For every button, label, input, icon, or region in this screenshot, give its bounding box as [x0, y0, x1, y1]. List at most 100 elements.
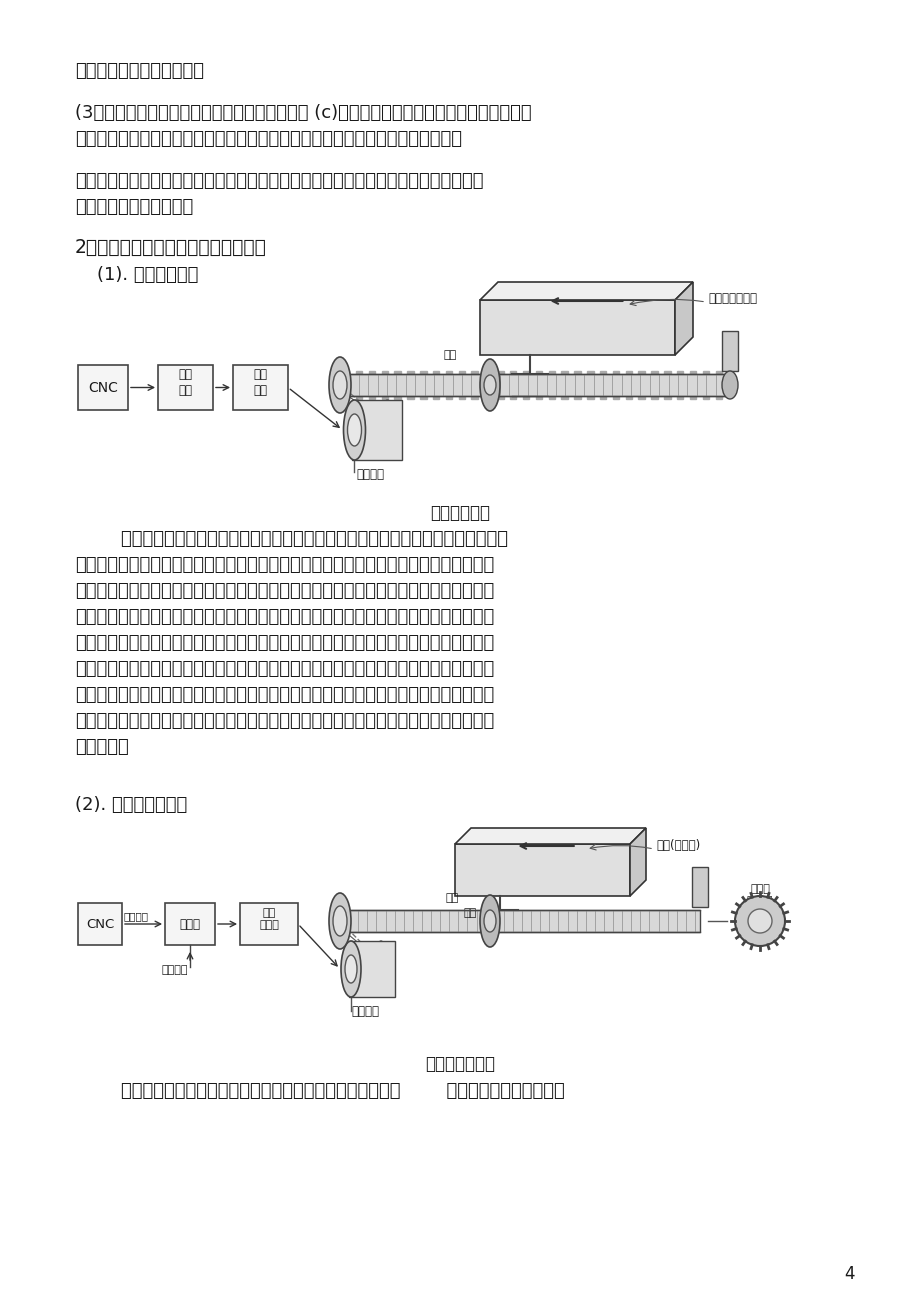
Polygon shape [509, 371, 516, 374]
Polygon shape [471, 396, 477, 398]
Polygon shape [394, 396, 401, 398]
Polygon shape [433, 396, 439, 398]
Ellipse shape [333, 906, 346, 936]
Polygon shape [715, 396, 721, 398]
Ellipse shape [333, 371, 346, 398]
Polygon shape [715, 371, 721, 374]
Bar [348, 941, 394, 997]
Ellipse shape [329, 893, 351, 949]
Polygon shape [471, 371, 477, 374]
Polygon shape [548, 371, 554, 374]
Text: CNC: CNC [88, 380, 118, 395]
Text: 控制指令脉冲的数量、频率和通电顺序，达到控制执行部件运动的位移量、速度和运动方: 控制指令脉冲的数量、频率和通电顺序，达到控制执行部件运动的位移量、速度和运动方 [75, 659, 494, 678]
Polygon shape [480, 282, 692, 300]
Text: 4: 4 [844, 1266, 854, 1282]
Text: 比较器: 比较器 [179, 918, 200, 931]
Polygon shape [369, 396, 375, 398]
Ellipse shape [374, 941, 388, 997]
Text: 滑板(工作台): 滑板(工作台) [655, 839, 699, 851]
Text: 开环伺服系统: 开环伺服系统 [429, 504, 490, 522]
Text: 滑板（工作台）: 滑板（工作台） [708, 292, 756, 305]
Bar [78, 365, 128, 410]
Polygon shape [630, 828, 645, 896]
Ellipse shape [721, 371, 737, 398]
Polygon shape [522, 396, 528, 398]
Ellipse shape [329, 357, 351, 413]
Text: 进电机就转过一定的角度，工作台就走过一个脉冲当量的距离。数控装置按程序加工要求: 进电机就转过一定的角度，工作台就走过一个脉冲当量的距离。数控装置按程序加工要求 [75, 633, 494, 652]
Bar [480, 300, 675, 354]
Bar [691, 867, 708, 907]
Ellipse shape [483, 375, 495, 395]
Text: 步进电机: 步进电机 [356, 469, 383, 482]
Ellipse shape [483, 910, 495, 932]
Ellipse shape [345, 955, 357, 983]
Polygon shape [561, 396, 567, 398]
Bar [240, 903, 298, 945]
Bar [158, 365, 213, 410]
Polygon shape [407, 371, 414, 374]
Bar [165, 903, 215, 945]
Polygon shape [573, 371, 580, 374]
Text: 指令信号: 指令信号 [124, 911, 149, 922]
Text: 反馈信号: 反馈信号 [162, 964, 188, 975]
Polygon shape [676, 371, 683, 374]
Polygon shape [483, 371, 490, 374]
Polygon shape [394, 371, 401, 374]
Polygon shape [522, 371, 528, 374]
Polygon shape [459, 396, 464, 398]
Polygon shape [702, 371, 709, 374]
Polygon shape [664, 396, 670, 398]
Text: 动步进电机旋转。再经同步齿形带、滚珠丝杠螺母副驱动执行部件。每给一脉冲信号，步: 动步进电机旋转。再经同步齿形带、滚珠丝杠螺母副驱动执行部件。每给一脉冲信号，步 [75, 607, 494, 626]
Text: 半闭环伺服系统: 半闭环伺服系统 [425, 1055, 494, 1073]
Polygon shape [638, 396, 644, 398]
Text: 角位移
测量装置: 角位移 测量装置 [746, 884, 772, 906]
Polygon shape [535, 396, 541, 398]
Bar [721, 331, 737, 371]
Polygon shape [599, 371, 606, 374]
Ellipse shape [341, 941, 360, 997]
Polygon shape [586, 396, 593, 398]
Polygon shape [446, 396, 452, 398]
Polygon shape [496, 396, 503, 398]
Polygon shape [548, 396, 554, 398]
Text: 螺母: 螺母 [445, 893, 459, 903]
Polygon shape [689, 396, 696, 398]
Polygon shape [369, 371, 375, 374]
Text: 意形状的曲线和曲面。典型的轮廓控制型机床有数控铣床、功能完善的数控车床、数控: 意形状的曲线和曲面。典型的轮廓控制型机床有数控铣床、功能完善的数控车床、数控 [75, 173, 483, 190]
Text: 的运动，能加工任意斜率的直线，任意大小的圆弧，配以自动编程计算，可加工任: 的运动，能加工任意斜率的直线，任意大小的圆弧，配以自动编程计算，可加工任 [75, 130, 461, 148]
Polygon shape [446, 371, 452, 374]
Polygon shape [509, 396, 516, 398]
Text: 2．按机床所用进给伺服系统不同分类: 2．按机床所用进给伺服系统不同分类 [75, 238, 267, 257]
Text: 磨床和数控电加工机床等: 磨床和数控电加工机床等 [75, 199, 193, 215]
Polygon shape [455, 828, 645, 844]
Text: (3）轮廓控制机床。它又称连续控制机床。如图 (c)所示，可控制刀具相对于工件作连续轨迹: (3）轮廓控制机床。它又称连续控制机床。如图 (c)所示，可控制刀具相对于工件作… [75, 104, 531, 122]
Ellipse shape [343, 400, 365, 459]
Polygon shape [535, 371, 541, 374]
Text: (1). 开环伺服系统: (1). 开环伺服系统 [96, 266, 199, 284]
Polygon shape [586, 371, 593, 374]
Text: 镗铣床和简单加工中心等。: 镗铣床和简单加工中心等。 [75, 62, 204, 80]
Text: 如图所示。由数控系统送出的进给指令脉冲，通过环形分配器、按步进电机的通电方式进: 如图所示。由数控系统送出的进给指令脉冲，通过环形分配器、按步进电机的通电方式进 [75, 556, 494, 574]
Polygon shape [561, 371, 567, 374]
Text: 稍有提高。: 稍有提高。 [75, 739, 129, 755]
Text: 丝杠: 丝杠 [443, 350, 456, 360]
Text: 半闭环伺服系统具有检测和反馈系统，如图所示。测量元件        （脉冲编码器、旋转变压: 半闭环伺服系统具有检测和反馈系统，如图所示。测量元件 （脉冲编码器、旋转变压 [75, 1083, 564, 1099]
Text: 向的目的。由于它没有检测和反馈系统，故称之为开环。其特点是结构简单，维护方便，: 向的目的。由于它没有检测和反馈系统，故称之为开环。其特点是结构简单，维护方便， [75, 687, 494, 704]
Bar [335, 910, 699, 932]
Text: 伺服电机: 伺服电机 [351, 1005, 379, 1018]
Polygon shape [356, 396, 362, 398]
Bar [352, 400, 403, 459]
Ellipse shape [480, 360, 499, 411]
Ellipse shape [347, 414, 361, 447]
Text: 行分配，并经功率放大后送给步进电机的各相绕组，使之按规定的方式通、断电，从而驱: 行分配，并经功率放大后送给步进电机的各相绕组，使之按规定的方式通、断电，从而驱 [75, 582, 494, 600]
Text: CNC: CNC [85, 918, 114, 931]
Text: 成本较低。但加工精度不高，如果采取螺距误差补偿和传动间隙补偿等措施，定位精度可: 成本较低。但加工精度不高，如果采取螺距误差补偿和传动间隙补偿等措施，定位精度可 [75, 713, 494, 729]
Polygon shape [625, 371, 631, 374]
Text: 环形
分配: 环形 分配 [178, 369, 192, 397]
Bar [455, 844, 630, 896]
Polygon shape [625, 396, 631, 398]
Text: 开环伺服系统的伺服驱动装置主要是步进电机、功率步进电机和电液脉冲马达等。: 开环伺服系统的伺服驱动装置主要是步进电机、功率步进电机和电液脉冲马达等。 [75, 530, 507, 548]
Bar [335, 374, 729, 396]
Polygon shape [689, 371, 696, 374]
Polygon shape [651, 396, 657, 398]
